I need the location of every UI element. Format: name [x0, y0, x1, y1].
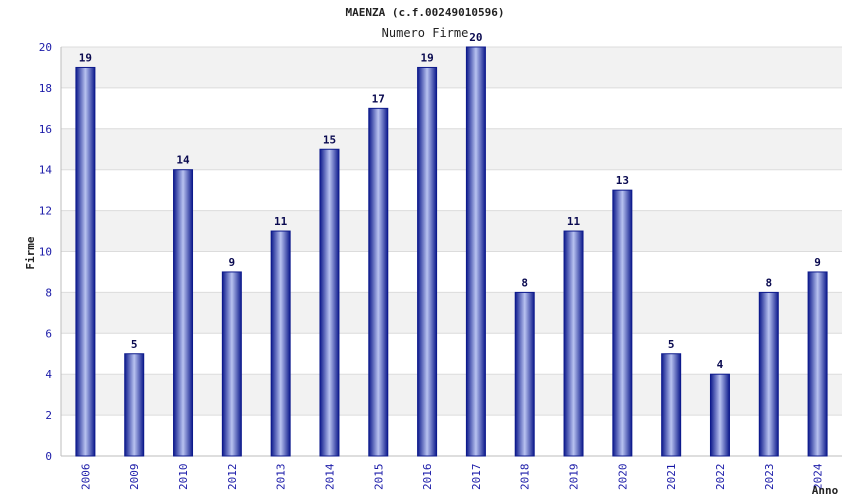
y-tick-label: 2	[45, 409, 52, 422]
y-tick-label: 4	[45, 368, 52, 381]
data-labels: 19 5 14 9 11 15 17 19 20 8 11 13 5 4 8 9	[79, 31, 821, 371]
x-tick-label: 2015	[372, 464, 385, 491]
bar-2023	[758, 291, 779, 457]
data-label-2024: 9	[814, 256, 821, 269]
x-tick-label: 2017	[470, 464, 483, 491]
y-axis-title: Firme	[24, 236, 37, 269]
data-label-2017: 20	[469, 31, 482, 44]
x-tick-label: 2014	[323, 463, 336, 490]
bar-2021	[661, 353, 682, 457]
x-tick-labels: 2006 2009 2010 2012 2013 2014 2015 2016 2017 2018…	[79, 463, 824, 490]
y-tick-label: 16	[39, 123, 52, 136]
data-label-2023: 8	[765, 276, 772, 289]
chart-title: MAENZA (c.f.00249010596)	[345, 6, 505, 19]
data-label-2015: 17	[372, 92, 385, 105]
x-tick-label: 2010	[177, 464, 190, 491]
y-tick-label: 0	[45, 450, 52, 463]
x-tick-label: 2020	[616, 464, 629, 491]
data-label-2018: 8	[521, 276, 528, 289]
data-label-2009: 5	[131, 338, 138, 351]
y-tick-label: 14	[39, 164, 53, 177]
y-tick-labels: 0 2 4 6 8 10 12 14 16 18 20	[39, 41, 53, 463]
y-tick-label: 20	[39, 41, 52, 54]
x-tick-label: 2012	[226, 464, 239, 491]
bar-2022	[709, 373, 730, 457]
y-tick-label: 8	[45, 286, 52, 299]
data-label-2016: 19	[420, 51, 433, 64]
y-tick-label: 6	[45, 327, 52, 340]
bar-2015	[368, 107, 389, 457]
data-label-2022: 4	[717, 358, 724, 371]
x-tick-label: 2024	[812, 463, 825, 490]
data-label-2021: 5	[668, 338, 675, 351]
x-tick-label: 2016	[421, 464, 434, 491]
bar-2018	[514, 291, 535, 457]
bar-2013	[270, 230, 291, 457]
x-tick-label: 2018	[519, 464, 532, 491]
x-tick-label: 2021	[665, 464, 678, 491]
chart-subtitle: Numero Firme	[381, 26, 469, 40]
y-tick-label: 12	[39, 205, 52, 218]
x-tick-label: 2023	[763, 464, 776, 491]
bar-2009	[124, 353, 145, 457]
grid-band	[61, 128, 842, 170]
bar-2024	[807, 271, 828, 457]
bars-group	[75, 46, 828, 457]
grid-band	[61, 47, 842, 88]
data-label-2020: 13	[616, 174, 629, 187]
bar-2019	[563, 230, 584, 457]
data-label-2019: 11	[567, 215, 581, 228]
bar-2012	[221, 271, 242, 457]
bar-2016	[417, 66, 438, 457]
y-tick-label: 18	[39, 82, 52, 95]
x-tick-label: 2019	[568, 464, 581, 491]
x-tick-label: 2022	[714, 464, 727, 491]
data-label-2013: 11	[274, 215, 288, 228]
bar-2020	[612, 189, 633, 457]
data-label-2010: 14	[176, 154, 190, 167]
data-label-2012: 9	[229, 256, 236, 269]
x-tick-label: 2013	[275, 464, 288, 491]
data-label-2006: 19	[79, 51, 92, 64]
x-tick-label: 2006	[79, 464, 92, 491]
y-tick-label: 10	[39, 246, 52, 259]
bar-2014	[319, 148, 340, 457]
bar-2006	[75, 66, 96, 457]
x-tick-label: 2009	[128, 464, 141, 491]
bar-2010	[173, 169, 194, 457]
data-label-2014: 15	[323, 133, 336, 146]
x-axis-title: Anno	[812, 484, 839, 497]
bar-2017	[465, 46, 486, 457]
